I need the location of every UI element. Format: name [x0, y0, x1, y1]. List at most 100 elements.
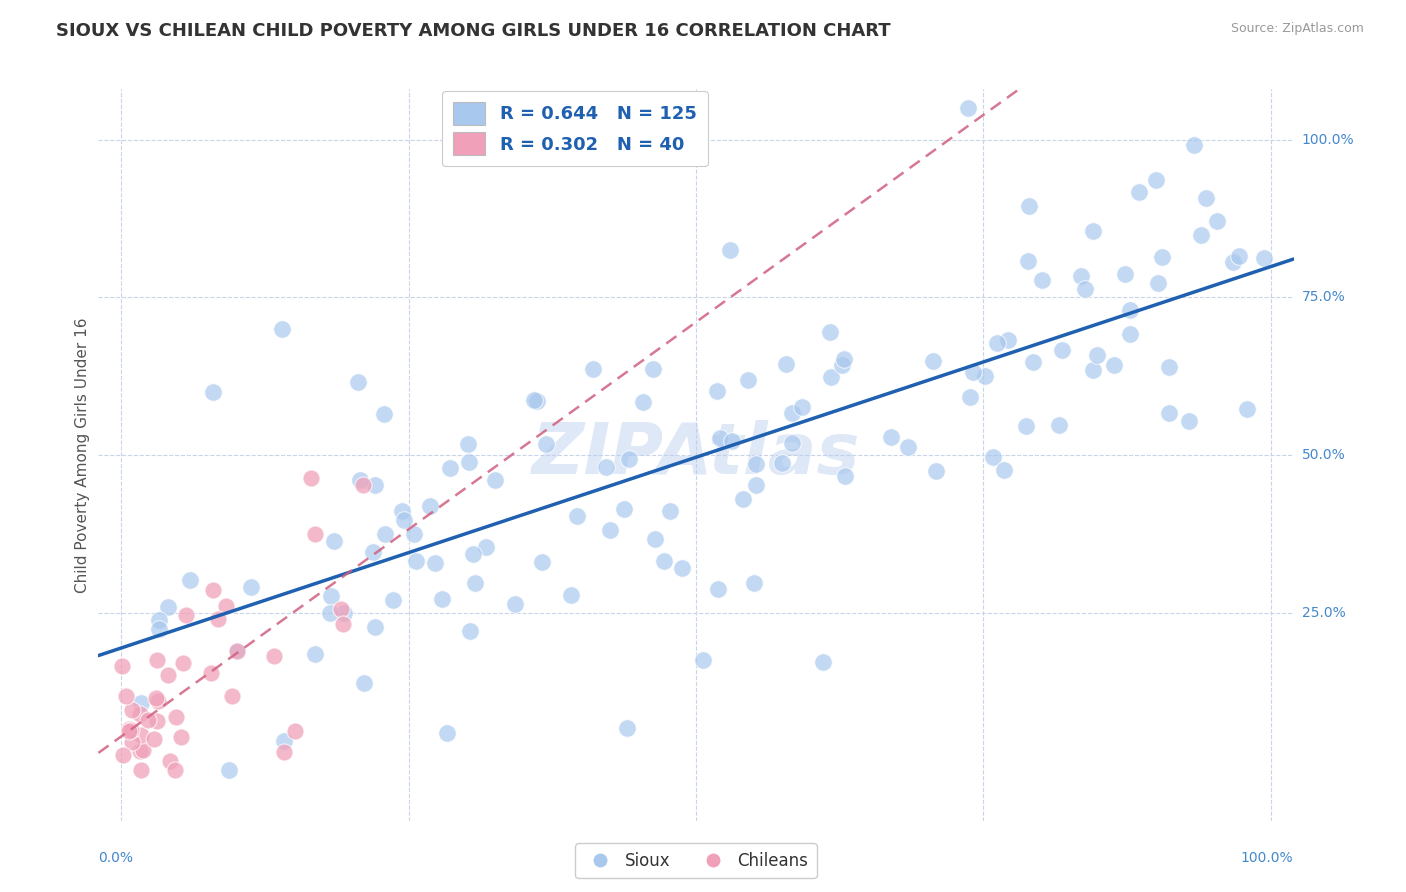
Point — [121, 734, 143, 748]
Y-axis label: Child Poverty Among Girls Under 16: Child Poverty Among Girls Under 16 — [75, 318, 90, 592]
Point — [146, 653, 169, 667]
Point — [129, 696, 152, 710]
Point — [631, 394, 654, 409]
Point — [304, 527, 326, 541]
Point — [349, 473, 371, 487]
Point — [128, 707, 150, 722]
Point — [319, 589, 342, 603]
Point — [273, 733, 295, 747]
Point — [1081, 362, 1104, 376]
Point — [671, 561, 693, 575]
Point — [921, 354, 943, 368]
Point — [981, 450, 1004, 464]
Point — [1195, 191, 1218, 205]
Point — [1070, 268, 1092, 283]
Point — [131, 728, 153, 742]
Point — [1157, 407, 1180, 421]
Point — [616, 722, 638, 736]
Point — [146, 693, 169, 707]
Point — [818, 326, 841, 340]
Point — [1178, 414, 1201, 428]
Point — [956, 101, 979, 115]
Point — [1074, 282, 1097, 296]
Point — [159, 754, 181, 768]
Point — [641, 362, 664, 376]
Point — [1052, 343, 1074, 357]
Point — [1150, 250, 1173, 264]
Point — [775, 357, 797, 371]
Point — [1182, 137, 1205, 152]
Point — [215, 599, 238, 614]
Point — [659, 504, 682, 518]
Point — [1119, 303, 1142, 318]
Point — [644, 533, 666, 547]
Point — [332, 617, 354, 632]
Point — [780, 436, 803, 450]
Point — [1018, 199, 1040, 213]
Point — [304, 647, 326, 661]
Point — [1253, 251, 1275, 265]
Point — [148, 613, 170, 627]
Point — [364, 619, 387, 633]
Point — [436, 726, 458, 740]
Point — [225, 644, 247, 658]
Point — [172, 656, 194, 670]
Point — [617, 452, 640, 467]
Point — [179, 573, 201, 587]
Point — [1128, 185, 1150, 199]
Point — [1144, 172, 1167, 186]
Point — [737, 373, 759, 387]
Point — [1047, 417, 1070, 432]
Point — [148, 622, 170, 636]
Point — [692, 652, 714, 666]
Point — [145, 690, 167, 705]
Point — [111, 659, 134, 673]
Point — [273, 745, 295, 759]
Point — [709, 431, 731, 445]
Point — [581, 362, 603, 376]
Point — [974, 368, 997, 383]
Point — [132, 743, 155, 757]
Point — [157, 599, 180, 614]
Point — [363, 478, 385, 492]
Point — [536, 437, 558, 451]
Point — [1227, 249, 1250, 263]
Point — [1157, 360, 1180, 375]
Point — [458, 624, 481, 639]
Point — [174, 607, 197, 622]
Point — [239, 581, 262, 595]
Point — [595, 460, 617, 475]
Point — [353, 675, 375, 690]
Point — [993, 463, 1015, 477]
Point — [156, 668, 179, 682]
Point — [405, 554, 427, 568]
Point — [820, 370, 842, 384]
Point — [464, 576, 486, 591]
Point — [373, 407, 395, 421]
Point — [531, 555, 554, 569]
Point — [1102, 358, 1125, 372]
Point — [200, 665, 222, 680]
Point — [986, 336, 1008, 351]
Point — [146, 714, 169, 728]
Point — [731, 491, 754, 506]
Point — [1081, 224, 1104, 238]
Point — [118, 724, 141, 739]
Text: 25.0%: 25.0% — [1302, 606, 1346, 620]
Point — [419, 499, 441, 513]
Point — [201, 582, 224, 597]
Point — [457, 436, 479, 450]
Point — [129, 744, 152, 758]
Point — [394, 513, 416, 527]
Point — [599, 524, 621, 538]
Point — [770, 456, 793, 470]
Point — [218, 763, 240, 777]
Point — [1085, 348, 1108, 362]
Point — [831, 358, 853, 372]
Point — [1119, 326, 1142, 341]
Point — [523, 392, 546, 407]
Point — [404, 526, 426, 541]
Point — [896, 440, 918, 454]
Point — [361, 545, 384, 559]
Point — [163, 763, 186, 777]
